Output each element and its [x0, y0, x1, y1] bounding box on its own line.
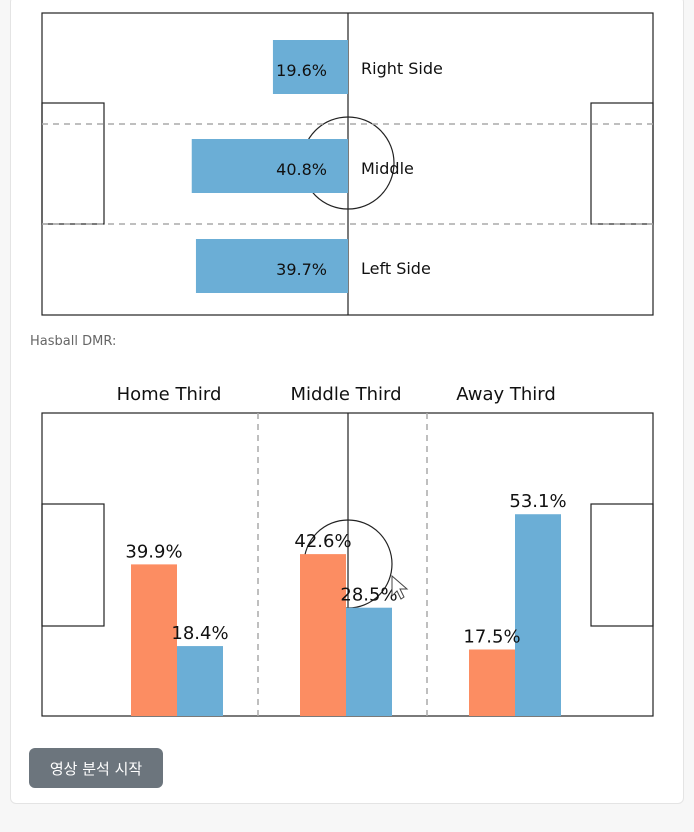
category-label-middle: Middle: [361, 159, 414, 178]
value-label-home-third-series-2: 18.4%: [171, 623, 228, 644]
bar-left-side: [195, 239, 348, 293]
chart-top-labels: 19.6% Right Side 40.8% Middle 39.7% Left…: [276, 59, 443, 279]
cursor-arrow-icon: [391, 574, 409, 600]
bar-right-side: [272, 40, 348, 94]
category-label-right-side: Right Side: [361, 59, 443, 78]
bar-middle-third-series-2: [346, 607, 392, 716]
value-label-left-side: 39.7%: [276, 260, 327, 279]
caption-label: Hasball DMR:: [30, 334, 117, 349]
category-label-home-third: Home Third: [117, 384, 222, 405]
value-label-away-third-series-1: 17.5%: [463, 627, 520, 648]
bar-away-third-series-1: [469, 649, 515, 716]
bar-home-third-series-1: [131, 564, 177, 716]
category-label-left-side: Left Side: [361, 259, 431, 278]
bar-middle-third-series-1: [300, 554, 346, 716]
chart-top-bars: [191, 40, 348, 293]
chart-bottom-bars: [131, 514, 561, 716]
chart-bottom-value-labels: 39.9% 42.6% 17.5% 18.4% 28.5% 53.1%: [125, 491, 566, 647]
chart-bottom-titles: Home Third Middle Third Away Third: [117, 384, 556, 405]
pitch-bottom-left-box: [41, 503, 105, 627]
category-label-away-third: Away Third: [456, 384, 556, 405]
value-label-middle-third-series-1: 42.6%: [294, 531, 351, 552]
value-label-home-third-series-1: 39.9%: [125, 541, 182, 562]
category-label-middle-third: Middle Third: [290, 384, 401, 405]
value-label-middle: 40.8%: [276, 160, 327, 179]
value-label-away-third-series-2: 53.1%: [509, 491, 566, 512]
bar-middle: [191, 139, 348, 193]
value-label-middle-third-series-2: 28.5%: [340, 585, 397, 606]
pitch-top-right-box: [590, 102, 654, 225]
pitch-bottom-right-box: [590, 503, 654, 627]
value-label-right-side: 19.6%: [276, 61, 327, 80]
bar-away-third-series-2: [515, 514, 561, 716]
pitch-top-left-box: [41, 102, 105, 225]
bar-home-third-series-2: [177, 646, 223, 716]
start-video-analysis-button[interactable]: 영상 분석 시작: [29, 748, 163, 788]
